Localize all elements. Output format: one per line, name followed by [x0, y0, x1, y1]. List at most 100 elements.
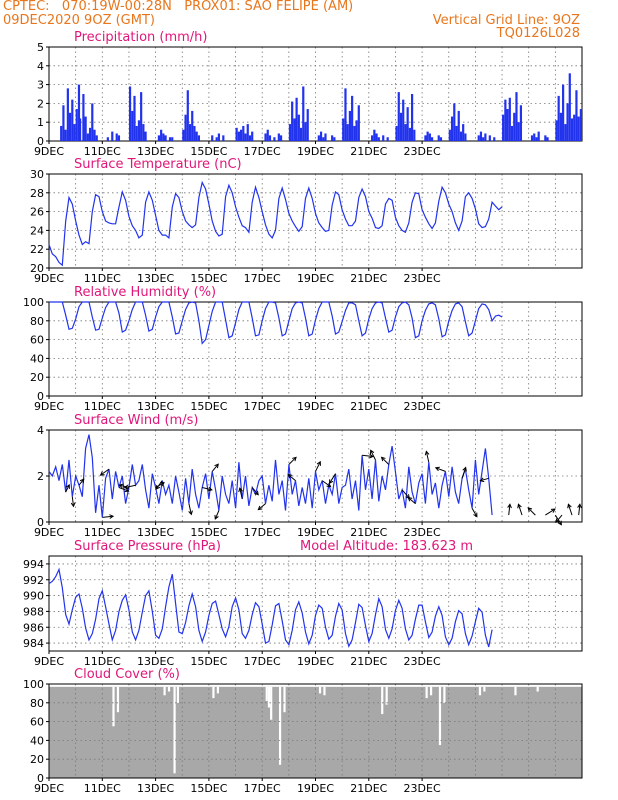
cloud-cover-dip [429, 686, 433, 696]
wind-arrow-head [238, 487, 243, 493]
precip-bar [135, 125, 138, 141]
wind-arrow [517, 504, 523, 516]
precip-bar [410, 94, 414, 141]
wind-xtick-label: 13DEC [137, 526, 174, 539]
precip-bar [137, 120, 141, 141]
cloud-xtick-label: 19DEC [297, 782, 334, 795]
cloud-cover-dip [425, 686, 428, 699]
precip-ytick-label: 2 [37, 97, 44, 110]
precip-bar [317, 135, 320, 141]
cloud-cover-dip [112, 686, 115, 727]
cloud-cover-dip [283, 686, 286, 713]
cloud-cover-dip [212, 686, 215, 699]
cloud-ytick-label: 40 [30, 734, 44, 747]
cloud-cover-dip [167, 686, 171, 692]
precip-bar [459, 131, 463, 141]
precip-bar [157, 135, 161, 141]
precip-bar [164, 135, 167, 141]
precip-bar [331, 135, 334, 141]
rh-xtick-label: 23DEC [404, 400, 441, 413]
precip-bar [211, 135, 214, 141]
precip-bar [293, 118, 296, 141]
wind-arrow [287, 474, 296, 481]
cloud-xtick-label: 17DEC [244, 782, 281, 795]
cloud-ytick-label: 100 [23, 678, 44, 691]
precip-bar [506, 109, 509, 141]
precip-bar [91, 103, 94, 141]
rh-ytick-label: 60 [30, 334, 44, 347]
wind-arrow [401, 489, 410, 499]
temp-xtick-label: 21DEC [350, 272, 387, 285]
precip-bar [73, 124, 76, 141]
precip-bar [579, 109, 582, 141]
precip-bar [191, 110, 194, 141]
wind-arrow [155, 480, 163, 490]
header-date: 09DEC2020 9OZ (GMT) [3, 13, 155, 28]
precip-bar [242, 125, 245, 141]
precip-bar [144, 131, 147, 141]
precip-bar [299, 127, 303, 141]
precip-bar [537, 131, 540, 141]
wind-arrow-head [214, 463, 219, 469]
precip-bar [397, 92, 400, 141]
wind-arrow-head [99, 471, 105, 476]
cloud-cover-dip [443, 686, 446, 703]
precip-bar [575, 90, 578, 141]
wind-arrow-head [214, 514, 219, 520]
wind-arrow [508, 504, 511, 516]
precip-bar [246, 124, 249, 141]
precip-bar [546, 137, 549, 141]
header-line1: CPTEC: 070:19W-00:28N PROX01: SAO FELIPE… [3, 0, 354, 14]
wind-arrow-head [316, 460, 321, 466]
wind-series-line [48, 434, 493, 518]
wind-arrow-head [123, 484, 129, 490]
wind-arrow [258, 503, 266, 510]
precip-ytick-label: 1 [37, 116, 44, 129]
pres-xtick-label: 13DEC [137, 655, 174, 668]
wind-arrow-head [380, 456, 386, 462]
wind-arrow [362, 454, 373, 457]
wind-arrow-head [326, 482, 332, 488]
cloud-cover-dip [116, 686, 120, 713]
wind-arrow-head [124, 487, 130, 493]
precip-bar [515, 92, 518, 141]
precip-bar [133, 95, 136, 141]
precip-bar [266, 129, 269, 141]
precip-bar [479, 131, 483, 141]
rh-xtick-label: 17DEC [244, 400, 281, 413]
precip-bar [86, 133, 89, 141]
wind-arrow [65, 484, 70, 493]
precip-bar [60, 125, 63, 141]
precip-bar [406, 107, 409, 141]
rh-title: Relative Humidity (%) [74, 285, 216, 300]
cloud-cover-dip [385, 686, 388, 705]
wind-arrow-head [577, 503, 582, 509]
pres-xtick-label: 17DEC [244, 655, 281, 668]
precip-bar [182, 129, 185, 141]
cloud-cover-dip [163, 686, 166, 696]
precip-xtick-label: 13DEC [137, 145, 174, 158]
wind-arrow [118, 487, 129, 492]
precip-bar [424, 135, 427, 141]
precip-bar [533, 133, 536, 141]
precip-bar [197, 135, 200, 141]
wind-arrow [102, 515, 114, 518]
precip-bar [448, 129, 451, 141]
wind-ytick-label: 4 [37, 424, 44, 437]
cloud-cover-dip [323, 686, 326, 696]
cloud-xtick-label: 23DEC [404, 782, 441, 795]
precip-bar [382, 135, 385, 141]
precip-bar [188, 124, 192, 141]
precip-ytick-label: 3 [37, 79, 44, 92]
wind-xtick-label: 15DEC [190, 526, 227, 539]
precip-bar [140, 92, 143, 141]
pres-ytick-label: 988 [23, 605, 44, 618]
precip-bar [195, 131, 198, 141]
temp-ytick-label: 20 [30, 262, 44, 275]
wind-arrow-head [462, 466, 467, 472]
precip-bar [251, 131, 254, 141]
cloud-ytick-label: 0 [37, 772, 44, 785]
precip-bar [88, 127, 92, 141]
precip-bar [244, 133, 247, 141]
precip-bar [493, 137, 496, 141]
